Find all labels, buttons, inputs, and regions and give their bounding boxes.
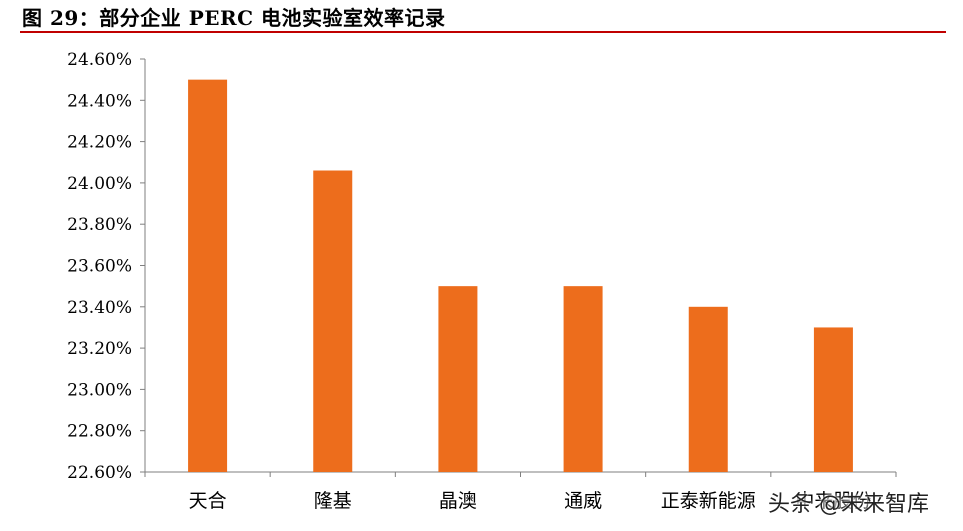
x-category-label: 中来股份 bbox=[795, 490, 871, 512]
y-tick-label: 24.20% bbox=[67, 133, 132, 153]
bar bbox=[188, 79, 228, 473]
x-category-label: 通威 bbox=[564, 490, 602, 512]
bar bbox=[688, 306, 728, 472]
title-rule bbox=[20, 31, 946, 33]
y-tick-label: 23.40% bbox=[67, 298, 132, 318]
bar bbox=[313, 170, 353, 472]
y-tick-label: 24.00% bbox=[67, 174, 132, 194]
y-tick-label: 23.60% bbox=[67, 257, 132, 277]
bar bbox=[813, 327, 853, 472]
y-axis: 22.60% 22.80% 23.00% 23.20% 23.40% 23.60% 23.8… bbox=[67, 50, 146, 483]
y-tick-label: 22.80% bbox=[67, 422, 132, 442]
bars bbox=[188, 79, 853, 473]
x-category-label: 晶澳 bbox=[439, 490, 477, 512]
bar bbox=[438, 286, 478, 472]
watermark: 头条 @未来智库 bbox=[768, 492, 929, 517]
y-tick-label: 23.00% bbox=[67, 380, 132, 400]
y-tick-label: 23.80% bbox=[67, 215, 132, 235]
x-category-label: 隆基 bbox=[314, 490, 352, 512]
bar bbox=[563, 286, 603, 472]
x-category-label: 天合 bbox=[189, 490, 227, 512]
x-category-label: 正泰新能源 bbox=[661, 490, 756, 512]
x-axis: 天合 隆基 晶澳 通威 正泰新能源 中来股份 bbox=[144, 471, 897, 512]
y-tick-label: 22.60% bbox=[67, 463, 132, 483]
y-tick-label: 23.20% bbox=[67, 339, 132, 359]
chart-title: 图 29：部分企业 PERC 电池实验室效率记录 bbox=[22, 6, 446, 30]
y-tick-label: 24.40% bbox=[67, 91, 132, 111]
y-tick-label: 24.60% bbox=[67, 50, 132, 70]
